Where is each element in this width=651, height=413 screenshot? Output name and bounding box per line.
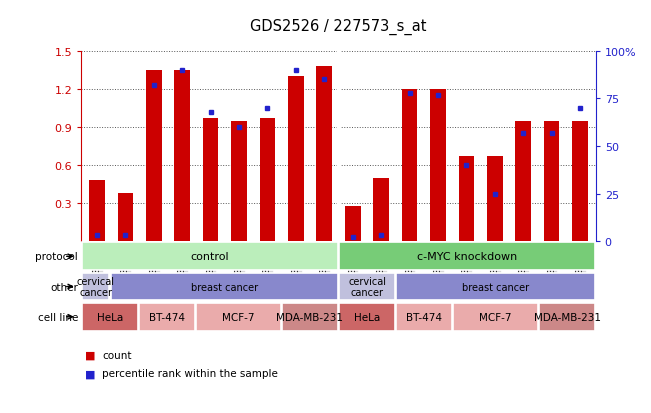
Text: MCF-7: MCF-7 bbox=[222, 312, 255, 322]
Text: c-MYC knockdown: c-MYC knockdown bbox=[417, 252, 517, 262]
Bar bbox=[82, 303, 138, 331]
Bar bbox=[316, 67, 332, 242]
Bar bbox=[539, 303, 595, 331]
Bar bbox=[544, 121, 559, 242]
Text: percentile rank within the sample: percentile rank within the sample bbox=[102, 368, 278, 378]
Bar bbox=[572, 121, 588, 242]
Bar bbox=[260, 119, 275, 242]
Bar bbox=[146, 71, 161, 242]
Text: count: count bbox=[102, 350, 132, 360]
Bar bbox=[430, 90, 446, 242]
Text: breast cancer: breast cancer bbox=[462, 282, 529, 292]
Bar bbox=[282, 303, 338, 331]
Bar bbox=[453, 303, 538, 331]
Bar bbox=[339, 273, 395, 301]
Bar bbox=[118, 193, 133, 242]
Bar bbox=[516, 121, 531, 242]
Bar bbox=[373, 178, 389, 242]
Bar bbox=[111, 273, 338, 301]
Text: MDA-MB-231: MDA-MB-231 bbox=[277, 312, 344, 322]
Text: other: other bbox=[50, 282, 78, 292]
Text: HeLa: HeLa bbox=[354, 312, 380, 322]
Text: BT-474: BT-474 bbox=[406, 312, 442, 322]
Text: ■: ■ bbox=[85, 368, 95, 378]
Bar bbox=[458, 157, 474, 242]
Text: BT-474: BT-474 bbox=[149, 312, 185, 322]
Text: control: control bbox=[191, 252, 229, 262]
Bar bbox=[82, 273, 109, 301]
Bar bbox=[203, 119, 219, 242]
Bar bbox=[396, 273, 595, 301]
Bar bbox=[196, 303, 281, 331]
Bar bbox=[89, 181, 105, 242]
Text: cervical
cancer: cervical cancer bbox=[77, 276, 115, 298]
Bar bbox=[288, 77, 304, 242]
Bar bbox=[339, 243, 595, 271]
Bar bbox=[339, 303, 395, 331]
Text: ■: ■ bbox=[85, 350, 95, 360]
Bar bbox=[174, 71, 190, 242]
Text: MDA-MB-231: MDA-MB-231 bbox=[534, 312, 601, 322]
Text: breast cancer: breast cancer bbox=[191, 282, 258, 292]
Bar bbox=[345, 206, 361, 242]
Bar bbox=[487, 157, 503, 242]
Bar bbox=[402, 90, 417, 242]
Bar bbox=[82, 243, 338, 271]
Text: HeLa: HeLa bbox=[97, 312, 123, 322]
Text: protocol: protocol bbox=[35, 252, 78, 262]
Text: cervical
cancer: cervical cancer bbox=[348, 276, 386, 298]
Text: GDS2526 / 227573_s_at: GDS2526 / 227573_s_at bbox=[250, 19, 427, 35]
Bar bbox=[396, 303, 452, 331]
Bar bbox=[231, 121, 247, 242]
Bar bbox=[139, 303, 195, 331]
Text: MCF-7: MCF-7 bbox=[479, 312, 512, 322]
Text: cell line: cell line bbox=[38, 312, 78, 322]
